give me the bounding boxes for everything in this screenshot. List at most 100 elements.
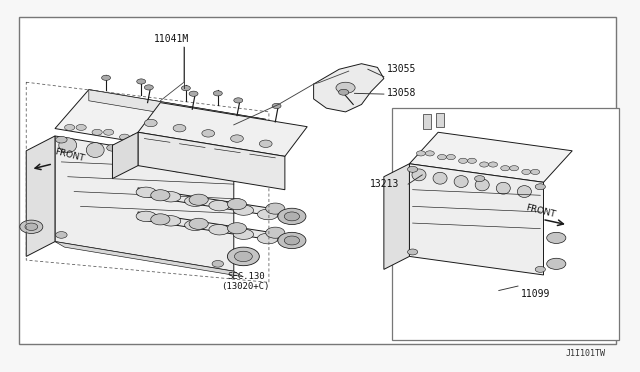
Circle shape <box>104 129 114 135</box>
Circle shape <box>159 139 169 145</box>
Ellipse shape <box>412 169 426 181</box>
Circle shape <box>509 166 518 171</box>
Circle shape <box>227 247 259 266</box>
Polygon shape <box>55 136 234 271</box>
Circle shape <box>189 218 208 230</box>
Ellipse shape <box>196 162 214 177</box>
Ellipse shape <box>433 172 447 184</box>
Circle shape <box>173 125 186 132</box>
Circle shape <box>151 190 170 201</box>
Ellipse shape <box>161 192 180 202</box>
Circle shape <box>408 249 418 255</box>
Text: 11041M: 11041M <box>154 34 189 44</box>
Circle shape <box>56 232 67 238</box>
Ellipse shape <box>475 179 489 191</box>
Circle shape <box>500 166 509 171</box>
Polygon shape <box>89 90 266 131</box>
Ellipse shape <box>209 201 229 211</box>
Ellipse shape <box>185 196 205 206</box>
Circle shape <box>92 129 102 135</box>
Circle shape <box>107 144 118 151</box>
Circle shape <box>56 137 67 143</box>
Circle shape <box>102 75 111 80</box>
Circle shape <box>339 89 349 95</box>
Ellipse shape <box>161 216 180 226</box>
Polygon shape <box>384 164 410 269</box>
Ellipse shape <box>257 233 278 244</box>
Circle shape <box>145 85 154 90</box>
Circle shape <box>278 232 306 248</box>
Circle shape <box>284 212 300 221</box>
Circle shape <box>202 130 214 137</box>
Polygon shape <box>113 132 138 179</box>
Text: 13058: 13058 <box>387 88 417 98</box>
Circle shape <box>417 151 426 156</box>
Ellipse shape <box>185 220 205 231</box>
Polygon shape <box>26 136 55 256</box>
Circle shape <box>227 223 246 234</box>
Ellipse shape <box>517 186 531 198</box>
Text: 13213: 13213 <box>370 179 399 189</box>
Text: 11099: 11099 <box>521 289 550 299</box>
Circle shape <box>76 125 86 131</box>
Circle shape <box>145 119 157 127</box>
Circle shape <box>474 176 484 182</box>
Ellipse shape <box>209 225 229 235</box>
Circle shape <box>284 236 300 245</box>
Circle shape <box>137 79 146 84</box>
Circle shape <box>181 86 190 91</box>
Circle shape <box>189 91 198 96</box>
Circle shape <box>272 103 281 109</box>
Ellipse shape <box>136 187 156 198</box>
Ellipse shape <box>496 182 510 194</box>
Ellipse shape <box>233 205 253 215</box>
Text: FRONT: FRONT <box>524 203 556 219</box>
Polygon shape <box>138 212 294 243</box>
Polygon shape <box>410 164 543 275</box>
Circle shape <box>65 125 75 131</box>
Polygon shape <box>55 241 243 277</box>
Ellipse shape <box>136 211 156 222</box>
Bar <box>392 108 619 340</box>
Circle shape <box>227 199 246 210</box>
Circle shape <box>213 91 222 96</box>
Circle shape <box>447 154 456 160</box>
Polygon shape <box>138 132 285 190</box>
Circle shape <box>120 134 130 140</box>
Ellipse shape <box>454 176 468 187</box>
Circle shape <box>186 144 196 150</box>
Polygon shape <box>314 64 384 112</box>
Circle shape <box>278 208 306 225</box>
Circle shape <box>535 184 545 190</box>
Circle shape <box>25 223 38 231</box>
Circle shape <box>158 152 170 159</box>
Ellipse shape <box>257 209 278 220</box>
Circle shape <box>459 158 467 163</box>
Text: J1I101TW: J1I101TW <box>566 349 606 358</box>
Circle shape <box>438 154 447 160</box>
Circle shape <box>212 160 223 167</box>
Polygon shape <box>138 103 307 156</box>
Bar <box>424 115 431 129</box>
Bar <box>19 17 616 343</box>
Polygon shape <box>55 90 266 158</box>
Ellipse shape <box>86 142 104 157</box>
Circle shape <box>151 214 170 225</box>
Circle shape <box>266 227 285 238</box>
Ellipse shape <box>169 157 186 172</box>
Circle shape <box>408 166 418 172</box>
Circle shape <box>234 98 243 103</box>
Circle shape <box>20 220 43 234</box>
Bar <box>436 113 444 127</box>
Circle shape <box>189 194 208 205</box>
Circle shape <box>547 258 566 269</box>
Circle shape <box>336 82 355 93</box>
Circle shape <box>230 135 243 142</box>
Text: FRONT: FRONT <box>54 147 86 163</box>
Circle shape <box>531 169 540 174</box>
Circle shape <box>266 203 285 214</box>
Polygon shape <box>138 188 294 219</box>
Polygon shape <box>410 132 572 182</box>
Text: SEC.130: SEC.130 <box>227 272 265 281</box>
Circle shape <box>131 134 141 140</box>
